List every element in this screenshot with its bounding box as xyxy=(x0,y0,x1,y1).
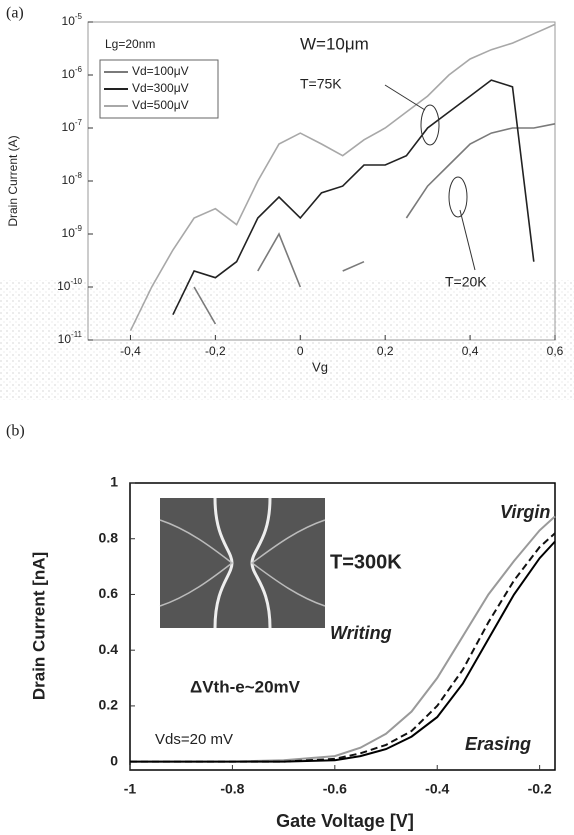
x-axis-label: Vg xyxy=(312,359,328,374)
annotation: T=300K xyxy=(330,551,402,573)
y-tick-label: 0.6 xyxy=(99,585,119,601)
y-tick-label: 10-9 xyxy=(62,224,83,240)
inset-image xyxy=(160,498,325,628)
page: (a)-0,4-0,200,20,40,610-1110-1010-910-81… xyxy=(0,0,574,835)
annotation: T=75K xyxy=(300,76,342,92)
y-tick-label: 10-7 xyxy=(62,118,83,134)
pointer xyxy=(385,85,425,110)
x-tick-label: -0.4 xyxy=(425,781,449,797)
x-tick-label: 0 xyxy=(297,344,304,358)
annotation: Vds=20 mV xyxy=(155,731,233,748)
y-tick-label: 10-5 xyxy=(62,12,83,28)
y-tick-label: 0.8 xyxy=(99,529,119,545)
marker-ellipse xyxy=(421,105,439,145)
x-tick-label: -0.2 xyxy=(528,781,552,797)
y-tick-label: 1 xyxy=(110,474,118,490)
legend-label: Vd=500μV xyxy=(132,98,189,112)
y-tick-label: 0.2 xyxy=(99,697,119,713)
legend-label: Vd=300μV xyxy=(132,81,189,95)
annotation: ΔVth-e~20mV xyxy=(190,677,301,696)
figure: (a)-0,4-0,200,20,40,610-1110-1010-910-81… xyxy=(0,0,574,835)
x-tick-label: 0,4 xyxy=(462,344,479,358)
annotation: W=10μm xyxy=(300,34,369,53)
series-label: Virgin xyxy=(500,502,550,522)
x-tick-label: 0,6 xyxy=(547,344,564,358)
x-tick-label: 0,2 xyxy=(377,344,394,358)
marker-ellipse xyxy=(449,177,467,217)
x-axis-label: Gate Voltage [V] xyxy=(276,811,414,831)
y-tick-label: 0 xyxy=(110,752,118,768)
y-axis-label: Drain Current [nA] xyxy=(29,552,48,700)
annotation: Lg=20nm xyxy=(105,37,155,51)
pointer xyxy=(460,210,475,270)
legend-label: Vd=100μV xyxy=(132,64,189,78)
y-tick-label: 10-6 xyxy=(62,65,83,81)
x-tick-label: -0.8 xyxy=(220,781,244,797)
x-tick-label: -0.6 xyxy=(323,781,347,797)
panel-label: (b) xyxy=(6,423,25,440)
panel-label: (a) xyxy=(6,5,24,22)
y-axis-label: Drain Current (A) xyxy=(6,135,20,226)
x-tick-label: -1 xyxy=(124,781,137,797)
x-tick-label: -0,4 xyxy=(120,344,141,358)
y-tick-label: 10-8 xyxy=(62,171,83,187)
x-tick-label: -0,2 xyxy=(205,344,226,358)
series-label: Erasing xyxy=(465,734,531,754)
annotation: T=20K xyxy=(445,274,487,290)
series-label: Writing xyxy=(330,623,392,643)
y-tick-label: 0.4 xyxy=(99,641,119,657)
